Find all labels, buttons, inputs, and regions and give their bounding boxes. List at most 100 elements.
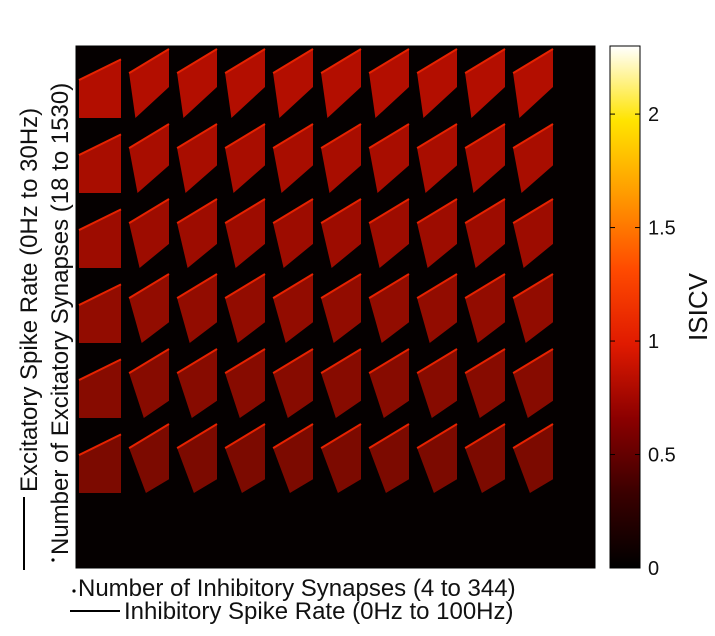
heatmap-tile [416, 273, 458, 343]
heatmap-tile-edge [176, 48, 218, 75]
heatmap-tile-region [417, 49, 457, 118]
heatmap-tile-region [225, 424, 265, 493]
heatmap-tile [368, 48, 410, 118]
heatmap-tile-region [369, 49, 409, 118]
heatmap-tile [176, 123, 218, 193]
heatmap-tile-edge [464, 423, 506, 450]
heatmap-tile-region [177, 124, 217, 193]
heatmap-tile-region [321, 124, 361, 193]
heatmap-tile-edge [176, 198, 218, 225]
heatmap-tile-region [79, 209, 121, 268]
heatmap-tile [128, 48, 170, 118]
heatmap-tile [512, 273, 554, 343]
heatmap-tile-region [465, 274, 505, 343]
colorbar-frame [609, 45, 641, 569]
heatmap-tile-region [465, 49, 505, 118]
heatmap-tile-edge [464, 348, 506, 375]
heatmap-tile-region [417, 424, 457, 493]
heatmap-tile-region [465, 349, 505, 418]
heatmap-tile-edge [416, 423, 458, 450]
y-axis-label-synapses: Number of Excitatory Synapses (18 to 153… [47, 83, 74, 555]
heatmap-tile [272, 123, 314, 193]
heatmap-tile [464, 273, 506, 343]
heatmap-tile [320, 423, 362, 493]
heatmap-tile-region [129, 424, 169, 493]
heatmap-tile-region [369, 274, 409, 343]
heatmap-tile [224, 198, 266, 268]
heatmap-tile [320, 273, 362, 343]
heatmap-tile-edge [416, 273, 458, 300]
heatmap-tile-edge [78, 433, 122, 456]
heatmap-tile-region [273, 199, 313, 268]
heatmap-tile-region [79, 284, 121, 343]
x-axis-label-dot [72, 589, 76, 593]
heatmap-tile [512, 198, 554, 268]
heatmap-tile-edge [368, 198, 410, 225]
heatmap-tile-edge [224, 423, 266, 450]
heatmap-tile-edge [512, 348, 554, 375]
y-axis-label-rate: Excitatory Spike Rate (0Hz to 30Hz) [16, 108, 43, 492]
heatmap-tile-region [129, 199, 169, 268]
heatmap-tile-region [321, 349, 361, 418]
heatmap-tile [272, 48, 314, 118]
heatmap-tiles [78, 48, 554, 493]
heatmap-tile-region [273, 424, 313, 493]
colorbar-label: ISICV [683, 272, 713, 341]
heatmap-tile-region [225, 124, 265, 193]
heatmap-tile-region [129, 49, 169, 118]
heatmap-tile-edge [464, 48, 506, 75]
heatmap-tile-region [177, 199, 217, 268]
heatmap-tile-edge [272, 48, 314, 75]
heatmap-tile [224, 123, 266, 193]
heatmap-tile-edge [272, 423, 314, 450]
heatmap-tile-edge [512, 423, 554, 450]
heatmap-tile-region [417, 274, 457, 343]
heatmap-tile-edge [320, 348, 362, 375]
heatmap-tile-edge [128, 348, 170, 375]
heatmap-tile [272, 348, 314, 418]
heatmap-tile-region [369, 424, 409, 493]
heatmap-tile [176, 423, 218, 493]
heatmap-tile-region [177, 424, 217, 493]
y-axis-label-group: Excitatory Spike Rate (0Hz to 30Hz) Numb… [16, 83, 74, 570]
heatmap-tile-edge [320, 423, 362, 450]
heatmap-tile [416, 198, 458, 268]
heatmap-tile-region [321, 424, 361, 493]
heatmap-tile-region [273, 349, 313, 418]
heatmap-tile [464, 48, 506, 118]
heatmap-tile [128, 423, 170, 493]
heatmap-tile-edge [78, 283, 122, 306]
x-axis-label-synapses: Number of Inhibitory Synapses (4 to 344) [78, 575, 516, 602]
heatmap-tile-edge [128, 48, 170, 75]
heatmap-tile-region [465, 199, 505, 268]
heatmap-tile [368, 423, 410, 493]
heatmap-tile-region [417, 349, 457, 418]
heatmap-tile-edge [224, 48, 266, 75]
colorbar-tick-label: 1 [648, 331, 659, 353]
heatmap-tile-edge [512, 198, 554, 225]
colorbar-ticks: 0 0.5 1 1.5 2 [610, 104, 676, 580]
heatmap-tile [224, 273, 266, 343]
heatmap-tile-region [273, 274, 313, 343]
heatmap-tile [224, 48, 266, 118]
heatmap-tile-edge [224, 123, 266, 150]
heatmap-tile-edge [464, 123, 506, 150]
x-axis-label-rate: Inhibitory Spike Rate (0Hz to 100Hz) [124, 598, 514, 625]
heatmap-tile [128, 198, 170, 268]
heatmap-tile-region [225, 274, 265, 343]
heatmap-tile [464, 123, 506, 193]
y-axis-label-dot [51, 558, 55, 562]
heatmap-tile-edge [368, 423, 410, 450]
x-axis-label-group: Number of Inhibitory Synapses (4 to 344)… [70, 575, 516, 625]
heatmap-tile-region [79, 434, 121, 493]
heatmap-tile [464, 423, 506, 493]
heatmap-tile [464, 348, 506, 418]
heatmap-tile-region [129, 349, 169, 418]
heatmap-tile [512, 123, 554, 193]
heatmap-tile-edge [78, 58, 122, 81]
heatmap-tile-region [225, 349, 265, 418]
heatmap-tile-region [513, 124, 553, 193]
heatmap-tile [78, 58, 122, 118]
heatmap-tile-edge [78, 208, 122, 231]
